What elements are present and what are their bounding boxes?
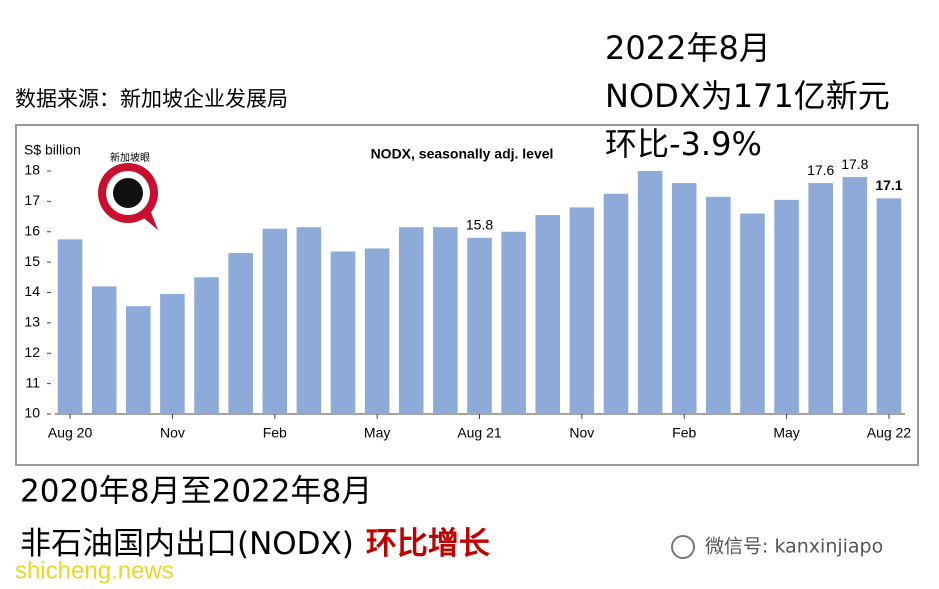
caption: 非石油国内出口(NODX) 环比增长 [20,526,490,562]
caption-text: 非石油国内出口(NODX) [20,526,354,562]
x-tick-label: Aug 20 [48,425,93,441]
bar [740,213,765,414]
logo-text: 新加坡眼 [110,151,150,164]
caption-highlight: 环比增长 [366,526,490,562]
y-tick-label: 10 [24,405,40,421]
x-tick-label: Aug 21 [457,425,502,441]
bar [262,228,288,414]
y-tick-label: 12 [24,344,40,360]
y-tick-label: 14 [24,283,40,299]
bar [671,183,697,414]
bar [637,171,663,414]
bar [194,277,219,414]
source: 数据来源：新加坡企业发展局 [15,87,288,111]
x-tick-label: May [773,425,799,441]
y-axis-title: S$ billion [24,142,81,158]
bar [160,294,185,414]
bar [330,251,356,414]
y-tick-label: 17 [24,192,40,208]
x-tick-label: Nov [569,425,594,441]
bar [603,193,629,414]
y-tick-label: 16 [24,222,40,238]
value-label: 17.8 [841,156,868,172]
bar [569,207,595,414]
bar [398,227,424,414]
bar [364,248,390,414]
value-label: 17.1 [875,177,902,193]
bar [774,199,799,414]
bar [57,239,83,414]
x-tick-label: Feb [263,425,287,441]
headline: 环比-3.9% [605,125,762,163]
headline: 2022年8月 [605,29,771,67]
y-tick-label: 11 [25,374,40,390]
y-tick-label: 13 [24,314,40,330]
bar [876,198,902,414]
bar [706,196,731,414]
caption: 2020年8月至2022年8月 [20,474,372,510]
watermark: shicheng.news [15,557,174,584]
x-tick-label: Nov [160,425,185,441]
wechat-icon [671,535,695,559]
y-tick-label: 15 [24,253,40,269]
bar [535,215,561,414]
x-tick-label: Aug 22 [867,425,912,441]
logo: 新加坡眼 [98,151,158,230]
bar [126,306,151,414]
wechat-id: 微信号: kanxinjiapo [705,536,883,558]
bar [433,227,458,414]
bar [228,253,253,414]
x-tick-label: Feb [672,425,696,441]
x-tick-label: May [364,425,390,441]
bar [91,286,117,414]
headline: NODX为171亿新元 [605,77,890,115]
value-label: 15.8 [466,217,493,233]
value-label: 17.6 [807,162,834,178]
bar [842,177,868,414]
chart-frame [15,124,919,466]
chart-title: NODX, seasonally adj. level [371,146,554,162]
bar [296,227,322,414]
bar [808,183,833,414]
y-tick-label: 18 [24,162,40,178]
bar [501,231,526,414]
bar [467,237,492,414]
